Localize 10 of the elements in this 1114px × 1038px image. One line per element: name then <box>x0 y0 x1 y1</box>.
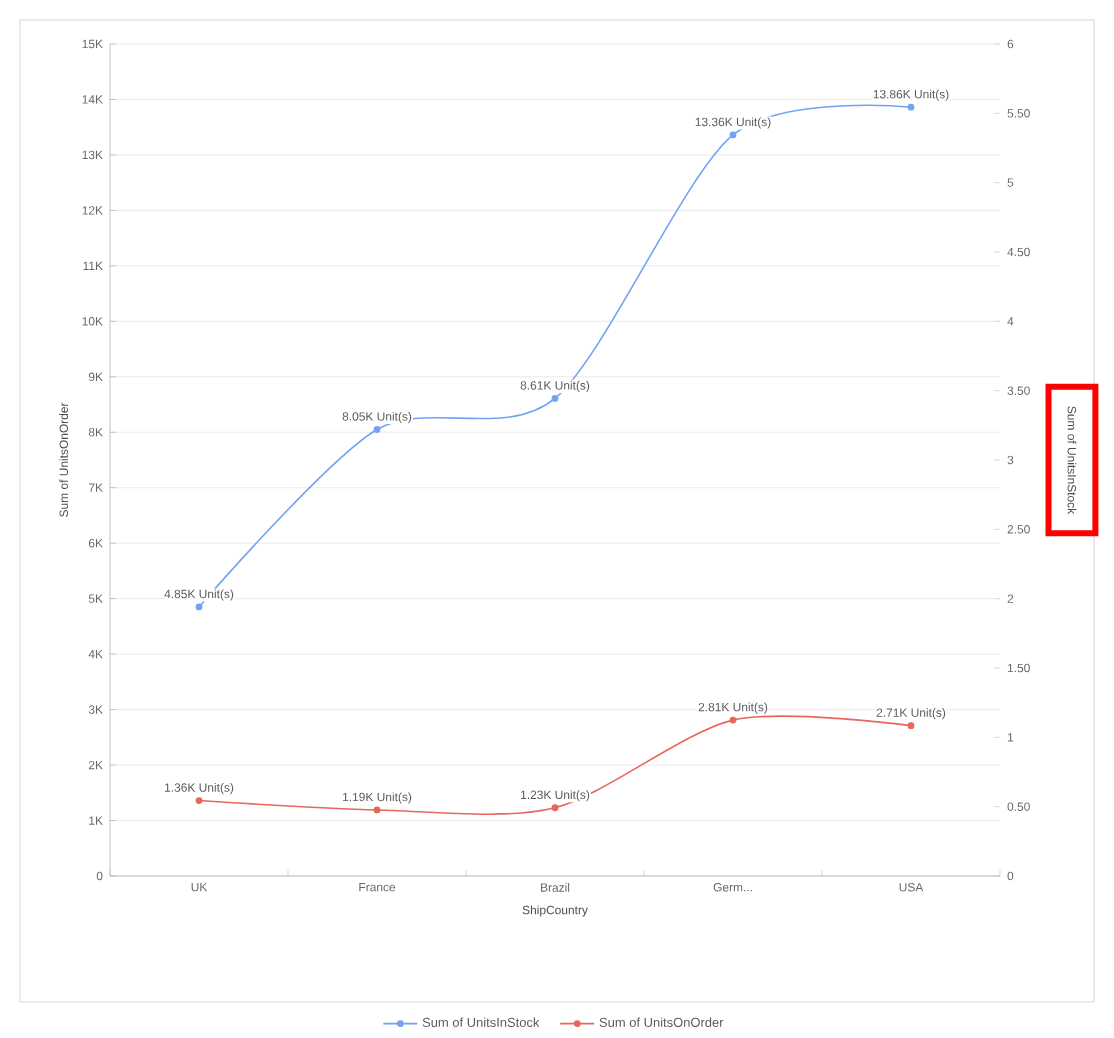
point <box>729 716 737 724</box>
point <box>907 722 915 730</box>
point <box>195 797 203 805</box>
point <box>907 103 915 111</box>
point <box>373 426 381 433</box>
point <box>195 603 203 611</box>
point <box>373 806 381 814</box>
point <box>551 395 559 402</box>
point <box>729 131 737 139</box>
point <box>551 804 559 812</box>
